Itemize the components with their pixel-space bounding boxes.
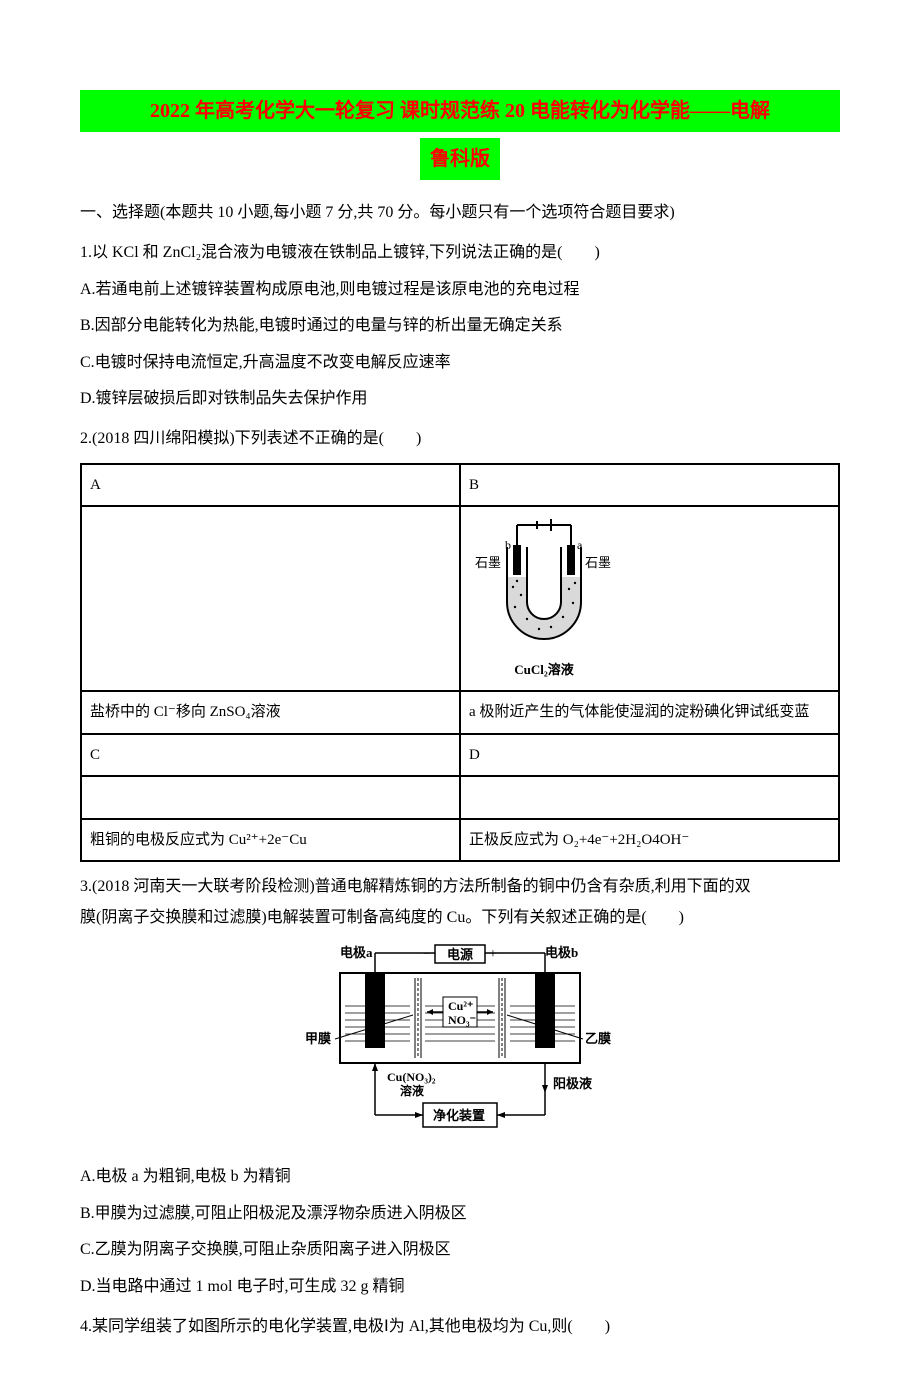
q3-optB: B.甲膜为过滤膜,可阻止阳极泥及漂浮物杂质进入阴极区: [80, 1199, 840, 1229]
q2-cellB-text: a 极附近产生的气体能使湿润的淀粉碘化钾试纸变蓝: [460, 691, 839, 734]
q2-cellA-text: 盐桥中的 Cl⁻移向 ZnSO₄溶液: [81, 691, 460, 734]
q1-optB: B.因部分电能转化为热能,电镀时通过的电量与锌的析出量无确定关系: [80, 311, 840, 341]
q1-stem: 1.以 KCl 和 ZnCl₂混合液为电镀液在铁制品上镀锌,下列说法正确的是( …: [80, 238, 840, 268]
svg-text:+: +: [489, 947, 497, 962]
q2-cellA-figure: [81, 506, 460, 691]
svg-text:甲膜: 甲膜: [305, 1031, 331, 1046]
b-label: b: [505, 538, 511, 552]
q2-cellA-head: A: [81, 464, 460, 507]
utube-diagram-icon: b a 石墨 石墨: [469, 517, 619, 647]
q2-stem: 2.(2018 四川绵阳模拟)下列表述不正确的是( ): [80, 424, 840, 454]
svg-text:乙膜: 乙膜: [585, 1031, 611, 1046]
q3-diagram: 电极a 电极b 电源 − +: [80, 943, 840, 1154]
q3-optD: D.当电路中通过 1 mol 电子时,可生成 32 g 精铜: [80, 1272, 840, 1302]
svg-text:阳极液: 阳极液: [553, 1076, 592, 1091]
q2-cellD-figure: [460, 776, 839, 819]
q2-cellD-head: D: [460, 734, 839, 777]
title-line1: 2022 年高考化学大一轮复习 课时规范练 20 电能转化为化学能——电解: [80, 90, 840, 132]
membrane-electrolysis-icon: 电极a 电极b 电源 − +: [295, 943, 625, 1143]
q3-stem-l1: 3.(2018 河南天一大联考阶段检测)普通电解精炼铜的方法所制备的铜中仍含有杂…: [80, 872, 840, 902]
q2-table: A B: [80, 463, 840, 863]
a-label: a: [577, 538, 583, 552]
svg-text:−: −: [423, 947, 431, 962]
q3-optC: C.乙膜为阴离子交换膜,可阻止杂质阳离子进入阴极区: [80, 1235, 840, 1265]
q3-optA: A.电极 a 为粗铜,电极 b 为精铜: [80, 1162, 840, 1192]
q1-optD: D.镀锌层破损后即对铁制品失去保护作用: [80, 384, 840, 414]
solution-label: CuCl₂溶液: [469, 658, 619, 683]
svg-text:电极b: 电极b: [545, 945, 578, 960]
right-electrode-label: 石墨: [585, 555, 611, 570]
q2-cellB-figure: b a 石墨 石墨 CuCl₂溶液: [460, 506, 839, 691]
q1-optC: C.电镀时保持电流恒定,升高温度不改变电解反应速率: [80, 348, 840, 378]
left-electrode-label: 石墨: [475, 555, 501, 570]
svg-text:净化装置: 净化装置: [433, 1108, 485, 1123]
svg-text:电源: 电源: [447, 947, 473, 962]
svg-text:Cu²⁺: Cu²⁺: [448, 999, 473, 1013]
q2-cellB-head: B: [460, 464, 839, 507]
q2-cellC-text: 粗铜的电极反应式为 Cu²⁺+2e⁻Cu: [81, 819, 460, 862]
q2-cellC-figure: [81, 776, 460, 819]
q1-optA: A.若通电前上述镀锌装置构成原电池,则电镀过程是该原电池的充电过程: [80, 275, 840, 305]
svg-text:溶液: 溶液: [400, 1083, 424, 1098]
q2-cellC-head: C: [81, 734, 460, 777]
q3-stem-l2: 膜(阴离子交换膜和过滤膜)电解装置可制备高纯度的 Cu。下列有关叙述正确的是( …: [80, 903, 840, 933]
section-heading: 一、选择题(本题共 10 小题,每小题 7 分,共 70 分。每小题只有一个选项…: [80, 198, 840, 228]
svg-text:NO₃⁻: NO₃⁻: [448, 1013, 476, 1027]
q4-stem: 4.某同学组装了如图所示的电化学装置,电极Ⅰ为 Al,其他电极均为 Cu,则( …: [80, 1312, 840, 1342]
svg-text:Cu(NO₃)₂: Cu(NO₃)₂: [387, 1070, 436, 1084]
title-line2: 鲁科版: [420, 138, 500, 180]
q2-cellD-text: 正极反应式为 O₂+4e⁻+2H₂O4OH⁻: [460, 819, 839, 862]
svg-text:电极a: 电极a: [340, 945, 373, 960]
